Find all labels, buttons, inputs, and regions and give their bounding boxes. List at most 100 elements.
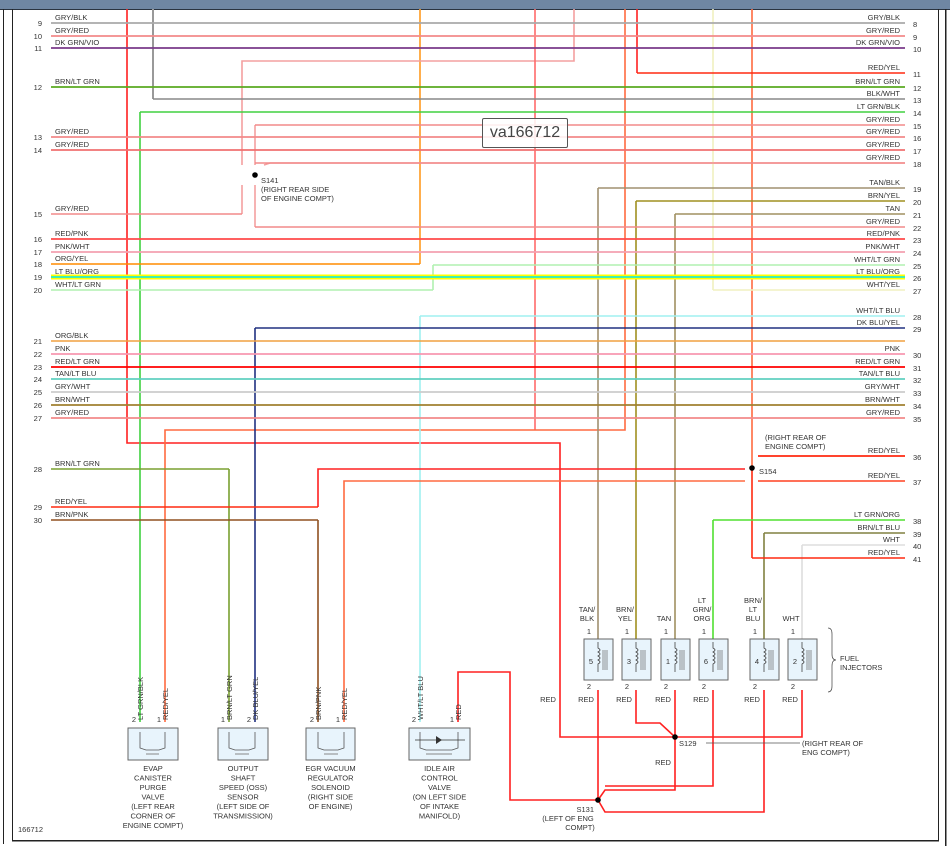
component-body bbox=[217, 727, 269, 761]
splice-location: COMPT) bbox=[565, 823, 595, 832]
connector-pin-number: 29 bbox=[913, 325, 921, 334]
watermark-label: va166712 bbox=[482, 118, 568, 148]
component-name: ENGINE COMPT) bbox=[123, 821, 184, 830]
injector-number: 1 bbox=[666, 657, 670, 666]
wire-label: GRY/RED bbox=[866, 140, 901, 149]
injector-wire-label: BRN/ bbox=[616, 605, 635, 614]
injector-pin-number: 2 bbox=[664, 682, 668, 691]
component-3 bbox=[305, 727, 356, 761]
splice-id: S131 bbox=[576, 805, 594, 814]
wire-label: GRY/RED bbox=[866, 408, 901, 417]
connector-pin-number: 14 bbox=[34, 146, 42, 155]
connector-pin-number: 9 bbox=[913, 33, 917, 42]
coil-icon bbox=[228, 732, 256, 751]
injector-wire-label: YEL bbox=[618, 614, 632, 623]
frame-border bbox=[12, 9, 13, 841]
component-name: SOLENOID bbox=[311, 783, 350, 792]
connector-pin-number: 28 bbox=[34, 465, 42, 474]
component-name: VALVE bbox=[141, 793, 164, 802]
component-name: SENSOR bbox=[227, 793, 259, 802]
wire-label: TAN/BLK bbox=[869, 178, 900, 187]
injector-number: 3 bbox=[627, 657, 631, 666]
injector-pin-number: 2 bbox=[753, 682, 757, 691]
wire-label: TAN/LT BLU bbox=[859, 369, 900, 378]
connector-pin-number: 19 bbox=[34, 273, 42, 282]
splice-location: (RIGHT REAR SIDE bbox=[261, 185, 329, 194]
injector-wire-label: LT bbox=[749, 605, 758, 614]
connector-pin-number: 10 bbox=[913, 45, 921, 54]
wire-label: RED/PNK bbox=[867, 229, 900, 238]
connector-pin-number: 12 bbox=[34, 83, 42, 92]
wire-label: LT BLU/ORG bbox=[856, 267, 900, 276]
connector-pin-number: 21 bbox=[913, 211, 921, 220]
component-1 bbox=[127, 727, 179, 761]
wire-label: PNK/WHT bbox=[865, 242, 900, 251]
connector-pin-number: 22 bbox=[34, 350, 42, 359]
coil-icon bbox=[139, 732, 166, 751]
wire-label: BRN/LT GRN bbox=[855, 77, 900, 86]
injector-coil-icon bbox=[635, 642, 639, 672]
wire-label: GRY/BLK bbox=[55, 13, 87, 22]
connector-pin-number: 21 bbox=[34, 337, 42, 346]
coil-icon bbox=[317, 732, 345, 751]
component-name: SHAFT bbox=[231, 774, 256, 783]
splice-location: (RIGHT REAR OF bbox=[765, 433, 827, 442]
wire-label: WHT/LT BLU bbox=[856, 306, 900, 315]
connector-pin-number: 22 bbox=[913, 224, 921, 233]
splice-s131 bbox=[595, 797, 601, 803]
connector-pin-number: 38 bbox=[913, 517, 921, 526]
connector-pin-number: 11 bbox=[913, 70, 921, 79]
splice-s129 bbox=[672, 734, 678, 740]
splice-location: OF ENGINE COMPT) bbox=[261, 194, 334, 203]
connector-pin-number: 13 bbox=[913, 96, 921, 105]
wire-label: WHT/LT GRN bbox=[854, 255, 900, 264]
connector-pin-number: 34 bbox=[913, 402, 921, 411]
component-name: (RIGHT SIDE bbox=[308, 793, 353, 802]
wire-label: LT GRN/BLK bbox=[857, 102, 900, 111]
frame-border bbox=[12, 840, 939, 842]
connector-pin-number: 41 bbox=[913, 555, 921, 564]
connector-pin-number: 20 bbox=[913, 198, 921, 207]
injector-ground-label: RED bbox=[616, 695, 632, 704]
connector-pin-number: 28 bbox=[913, 313, 921, 322]
component-wire-label: BRN/LT GRN bbox=[225, 675, 234, 720]
coil-icon bbox=[419, 732, 459, 751]
connector-pin-number: 23 bbox=[34, 363, 42, 372]
splice-location: ENG COMPT) bbox=[802, 748, 850, 757]
wire-label: GRY/RED bbox=[55, 127, 90, 136]
wire-label: RED/YEL bbox=[868, 471, 900, 480]
component-pin-number: 2 bbox=[247, 715, 251, 724]
wire-label: GRY/WHT bbox=[55, 382, 91, 391]
connector-pin-number: 27 bbox=[913, 287, 921, 296]
connector-pin-number: 17 bbox=[34, 248, 42, 257]
wire-label: GRY/WHT bbox=[865, 382, 901, 391]
component-name: VALVE bbox=[428, 783, 451, 792]
frame-border bbox=[945, 9, 947, 846]
injector-pin-number: 2 bbox=[587, 682, 591, 691]
injector-wire-label: ORG bbox=[693, 614, 710, 623]
connector-pin-number: 20 bbox=[34, 286, 42, 295]
wire-red-ground-bus bbox=[126, 9, 675, 738]
component-wire-label: BRN/PNK bbox=[314, 687, 323, 720]
connector-pin-number: 33 bbox=[913, 389, 921, 398]
injector-wire-label: WHT bbox=[782, 614, 799, 623]
injector-coil-icon bbox=[801, 642, 805, 672]
component-name: EVAP bbox=[143, 764, 162, 773]
component-name: OUTPUT bbox=[228, 764, 259, 773]
component-pin-number: 1 bbox=[450, 715, 454, 724]
component-4 bbox=[408, 727, 471, 761]
connector-pin-number: 17 bbox=[913, 147, 921, 156]
injector-coil-icon bbox=[712, 642, 716, 672]
wire-label: ORG/YEL bbox=[55, 254, 88, 263]
connector-pin-number: 25 bbox=[34, 388, 42, 397]
connector-pin-number: 15 bbox=[34, 210, 42, 219]
injector-wire-label: GRN/ bbox=[693, 605, 713, 614]
wire-label: GRY/BLK bbox=[868, 13, 900, 22]
fuel-injector-6 bbox=[698, 638, 729, 681]
wire-label: RED/LT GRN bbox=[55, 357, 100, 366]
component-wire-label: LT GRN/BLK bbox=[136, 677, 145, 720]
wire-label: ORG/BLK bbox=[55, 331, 88, 340]
injector-number: 6 bbox=[704, 657, 708, 666]
injector-pin-number: 2 bbox=[702, 682, 706, 691]
connector-pin-number: 36 bbox=[913, 453, 921, 462]
